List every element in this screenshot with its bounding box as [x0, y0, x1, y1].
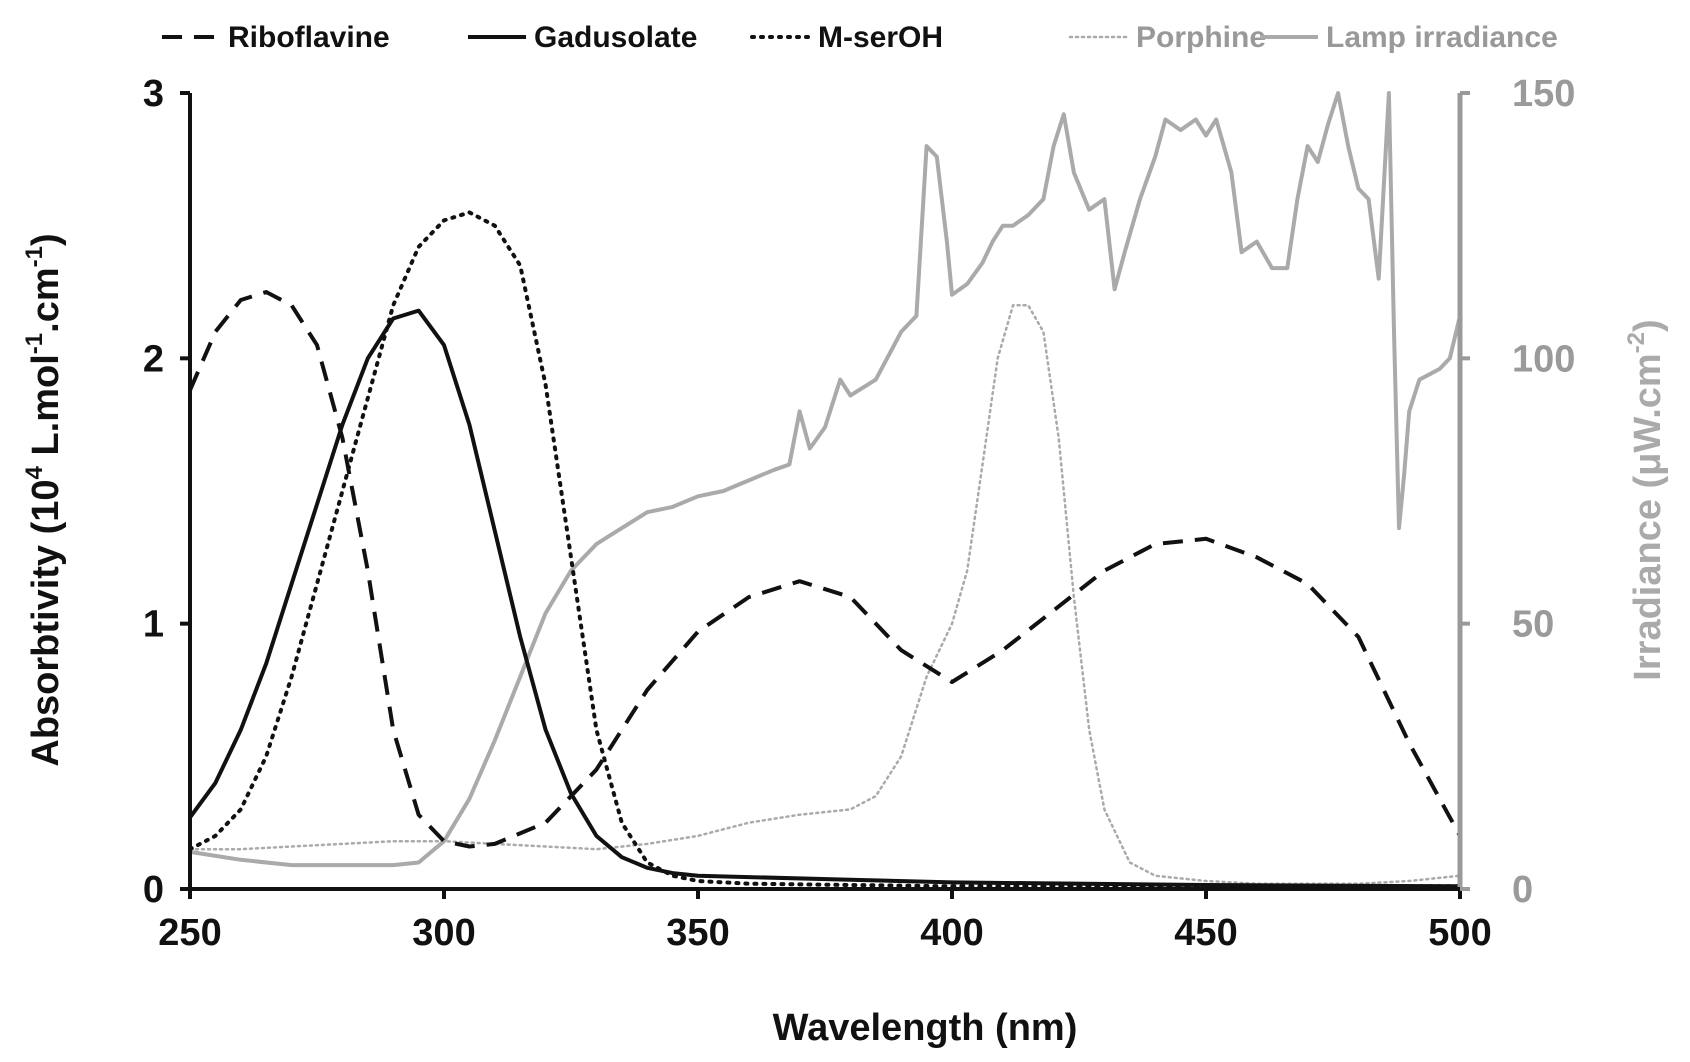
legend-label-riboflavine: Riboflavine — [228, 21, 390, 54]
series-line-lamp-irradiance — [189, 91, 1462, 868]
x-tick-label: 400 — [920, 912, 983, 954]
series-line-riboflavine — [188, 290, 1462, 849]
y-right-tick-label: 100 — [1512, 338, 1575, 380]
axes-layer: 250 300 350 400 450 500 0 1 2 3 0 50 100 150 — [143, 73, 1576, 954]
y-left-title-sup1: 4 — [21, 465, 48, 479]
y-right-tick-label: 50 — [1512, 604, 1554, 646]
x-tick-label: 450 — [1174, 912, 1237, 954]
legend: Riboflavine Gadusolate M-serOH Porphine Lamp… — [162, 21, 1558, 54]
y-right-title-main: Irradiance (μW.cm — [1627, 353, 1669, 680]
y-left-title-sup2: -1 — [21, 333, 48, 354]
y-axis-right-title: Irradiance (μW.cm-2) — [1623, 319, 1669, 680]
legend-label-m-seroh: M-serOH — [818, 21, 943, 54]
y-axis-left-title: Absorbtivity (104 L.mol-1.cm-1) — [21, 233, 67, 766]
series-layer — [188, 91, 1462, 889]
y-left-title-sup3: -1 — [21, 246, 48, 267]
x-tick-label: 250 — [158, 912, 221, 954]
y-right-tick-label: 0 — [1512, 869, 1533, 911]
y-right-title-end: ) — [1627, 319, 1669, 332]
x-tick-label: 350 — [666, 912, 729, 954]
legend-label-lamp-irradiance: Lamp irradiance — [1326, 21, 1558, 54]
y-left-tick-label: 2 — [143, 338, 164, 380]
y-right-title-sup: -2 — [1623, 332, 1650, 353]
series-line-m-seroh — [188, 210, 1462, 889]
x-tick-label: 300 — [412, 912, 475, 954]
y-left-tick-label: 1 — [143, 604, 164, 646]
series-line-porphine — [188, 304, 1462, 885]
y-left-title-mid1: L.mol — [25, 354, 67, 466]
x-axis-title: Wavelength (nm) — [773, 1007, 1078, 1049]
y-left-title-mid2: .cm — [25, 267, 67, 332]
y-left-title-main: Absorbtivity (10 — [25, 479, 67, 766]
y-left-tick-label: 0 — [143, 869, 164, 911]
legend-label-gadusolate: Gadusolate — [534, 21, 697, 54]
y-right-tick-label: 150 — [1512, 73, 1575, 115]
y-left-title-end: ) — [25, 233, 67, 246]
y-left-tick-label: 3 — [143, 73, 164, 115]
legend-label-porphine: Porphine — [1136, 21, 1266, 54]
x-tick-label: 500 — [1428, 912, 1491, 954]
series-line-gadusolate — [188, 308, 1461, 889]
